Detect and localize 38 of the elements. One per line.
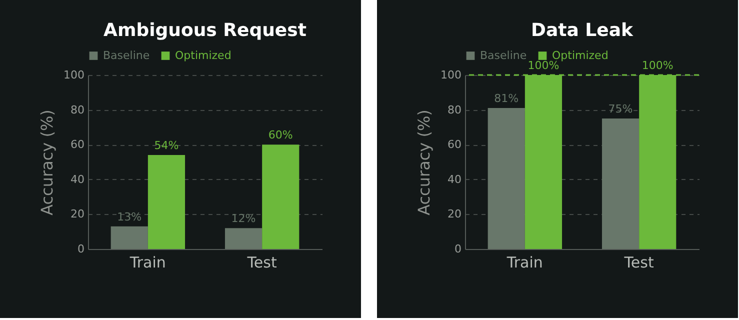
chart-title: Data Leak <box>530 20 634 41</box>
y-axis-title: Accuracy (%) <box>414 110 434 216</box>
y-tick-label: 60 <box>70 138 84 152</box>
x-tick-label: Test <box>246 254 277 272</box>
x-tick-label: Train <box>128 254 166 272</box>
y-tick-label: 60 <box>447 138 461 152</box>
y-tick-label: 20 <box>70 208 84 221</box>
data-label: 60% <box>268 128 293 142</box>
legend-label: Baseline <box>480 48 526 62</box>
data-label: 75% <box>608 102 632 116</box>
bar <box>601 118 639 249</box>
y-tick-label: 40 <box>447 172 461 186</box>
legend-label: Baseline <box>103 48 150 62</box>
y-tick-label: 20 <box>447 208 461 221</box>
y-tick-label: 100 <box>440 68 461 82</box>
y-tick-label: 40 <box>70 172 84 186</box>
legend-label: Optimized <box>175 48 232 62</box>
y-axis-title: Accuracy (%) <box>38 110 57 216</box>
bar <box>148 155 186 249</box>
bar <box>224 228 262 249</box>
y-tick-label: 100 <box>64 68 84 82</box>
y-tick-label: 0 <box>454 242 461 256</box>
data-label: 81% <box>494 92 518 106</box>
data-label: 100% <box>527 59 559 72</box>
x-tick-label: Test <box>622 254 654 272</box>
data-label: 13% <box>117 210 142 224</box>
legend-label: Optimized <box>552 48 608 62</box>
y-tick-label: 0 <box>78 242 84 256</box>
bar <box>110 226 148 249</box>
y-tick-label: 80 <box>70 103 84 116</box>
data-label: 12% <box>231 212 256 226</box>
bar <box>487 108 524 249</box>
data-label: 100% <box>641 59 673 72</box>
x-tick-label: Train <box>505 254 542 272</box>
bar <box>262 144 300 249</box>
data-label: 54% <box>154 139 179 152</box>
y-tick-label: 80 <box>447 103 461 116</box>
chart-title: Ambiguous Request <box>104 20 307 41</box>
